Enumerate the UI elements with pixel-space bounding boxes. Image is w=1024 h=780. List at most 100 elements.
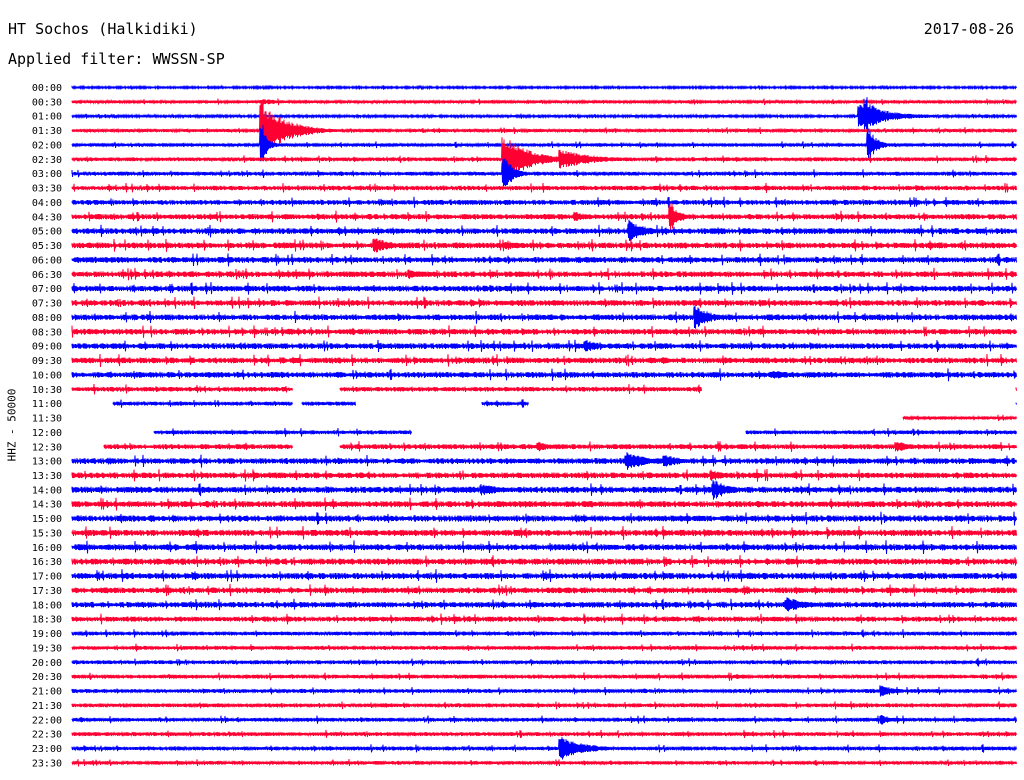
seismic-trace-1700 [71,569,1017,583]
time-tick-label: 08:00 [32,313,62,324]
time-tick-label: 15:30 [32,528,62,539]
seismic-trace-2100 [71,685,1017,697]
seismic-trace-2000 [71,657,1017,667]
time-tick-label: 14:00 [32,485,62,496]
seismic-trace-1600 [71,540,1017,555]
time-tick-label: 02:30 [32,155,62,166]
time-tick-label: 01:00 [32,112,62,123]
seismic-trace-1900 [71,629,1017,638]
applied-filter-label: Applied filter: WWSSN-SP [8,50,225,68]
time-tick-label: 05:30 [32,241,62,252]
time-tick-label: 15:00 [32,514,62,525]
seismic-trace-0900 [71,339,1017,353]
seismic-trace-0930 [71,353,1017,368]
time-tick-label: 23:30 [32,758,62,769]
seismic-trace-0100 [71,97,1017,134]
time-tick-label: 10:30 [32,385,62,396]
time-tick-label: 18:00 [32,600,62,611]
time-tick-label: 22:30 [32,730,62,741]
seismic-trace-0400 [71,196,1017,208]
seismic-trace-0230 [71,137,1017,180]
time-tick-label: 11:30 [32,414,62,425]
time-tick-label: 11:00 [32,399,62,410]
seismic-trace-0300 [71,158,1017,187]
time-tick-label: 05:00 [32,227,62,238]
seismic-trace-1330 [71,468,1017,482]
seismic-trace-1430 [71,497,1017,511]
time-tick-label: 12:30 [32,442,62,453]
seismic-trace-0330 [71,182,1017,193]
seismic-trace-2230 [71,729,1017,739]
time-tick-label: 04:00 [32,198,62,209]
time-tick-label: 09:00 [32,342,62,353]
seismic-trace-0000 [71,84,1017,91]
time-tick-label: 14:30 [32,500,62,511]
time-tick-label: 07:30 [32,299,62,310]
seismic-trace-1730 [71,583,1017,597]
seismic-trace-1500 [71,511,1017,526]
time-tick-label: 06:30 [32,270,62,281]
seismic-trace-2330 [71,759,1017,767]
time-tick-label: 10:00 [32,370,62,381]
time-tick-label: 20:00 [32,658,62,669]
seismic-trace-1930 [71,643,1017,652]
time-tick-label: 07:00 [32,284,62,295]
time-tick-label: 19:30 [32,643,62,654]
seismic-trace-0500 [71,219,1017,241]
time-tick-label: 13:30 [32,471,62,482]
time-tick-label: 09:30 [32,356,62,367]
seismic-trace-1130 [902,414,1017,421]
seismic-trace-0600 [71,253,1017,267]
time-tick-labels: 00:00 00:30 01:00 01:30 02:00 02:30 03:00 03:30… [32,83,62,769]
time-tick-label: 17:30 [32,586,62,597]
time-tick-label: 02:00 [32,140,62,151]
seismic-trace-0730 [71,296,1017,310]
seismic-trace-1030 [71,383,1017,395]
seismic-trace-1830 [71,613,1017,625]
seismic-trace-2200 [71,714,1017,725]
time-tick-label: 00:30 [32,97,62,108]
seismic-trace-0430 [71,203,1017,230]
seismic-trace-0130 [71,100,1017,161]
time-tick-label: 22:00 [32,715,62,726]
seismic-trace-0200 [71,125,1017,162]
seismic-trace-1530 [71,525,1017,540]
seismic-trace-1100 [112,399,1017,408]
time-tick-label: 13:00 [32,457,62,468]
seismic-trace-1000 [71,368,1017,382]
time-tick-label: 20:30 [32,672,62,683]
seismic-trace-2130 [71,701,1017,710]
time-tick-label: 12:00 [32,428,62,439]
seismic-trace-1400 [71,480,1017,500]
seismic-trace-0800 [71,305,1017,329]
seismic-trace-0830 [71,325,1017,339]
time-tick-label: 16:00 [32,543,62,554]
station-title: HT Sochos (Halkidiki) [8,20,198,38]
time-tick-label: 16:30 [32,557,62,568]
seismic-trace-1230 [103,441,1017,452]
time-tick-label: 19:00 [32,629,62,640]
time-tick-label: 21:30 [32,701,62,712]
time-tick-label: 21:00 [32,687,62,698]
seismic-trace-1300 [71,452,1017,470]
seismic-trace-0630 [71,267,1017,281]
time-tick-label: 00:00 [32,83,62,94]
seismic-trace-0030 [71,98,1017,106]
time-tick-label: 23:00 [32,744,62,755]
time-tick-label: 03:00 [32,169,62,180]
time-tick-label: 04:30 [32,212,62,223]
time-tick-label: 06:00 [32,255,62,266]
seismic-trace-2300 [71,737,1017,760]
time-tick-label: 08:30 [32,327,62,338]
seismic-trace-2030 [71,672,1017,681]
trace-lines [71,84,1017,767]
seismic-trace-0530 [71,238,1017,253]
time-tick-label: 17:00 [32,572,62,583]
seismic-trace-0700 [71,282,1017,295]
record-date: 2017-08-26 [923,20,1014,38]
seismic-trace-1630 [71,555,1017,568]
seismic-trace-1200 [153,427,1017,437]
time-tick-label: 01:30 [32,126,62,137]
seismic-trace-1800 [71,597,1017,612]
